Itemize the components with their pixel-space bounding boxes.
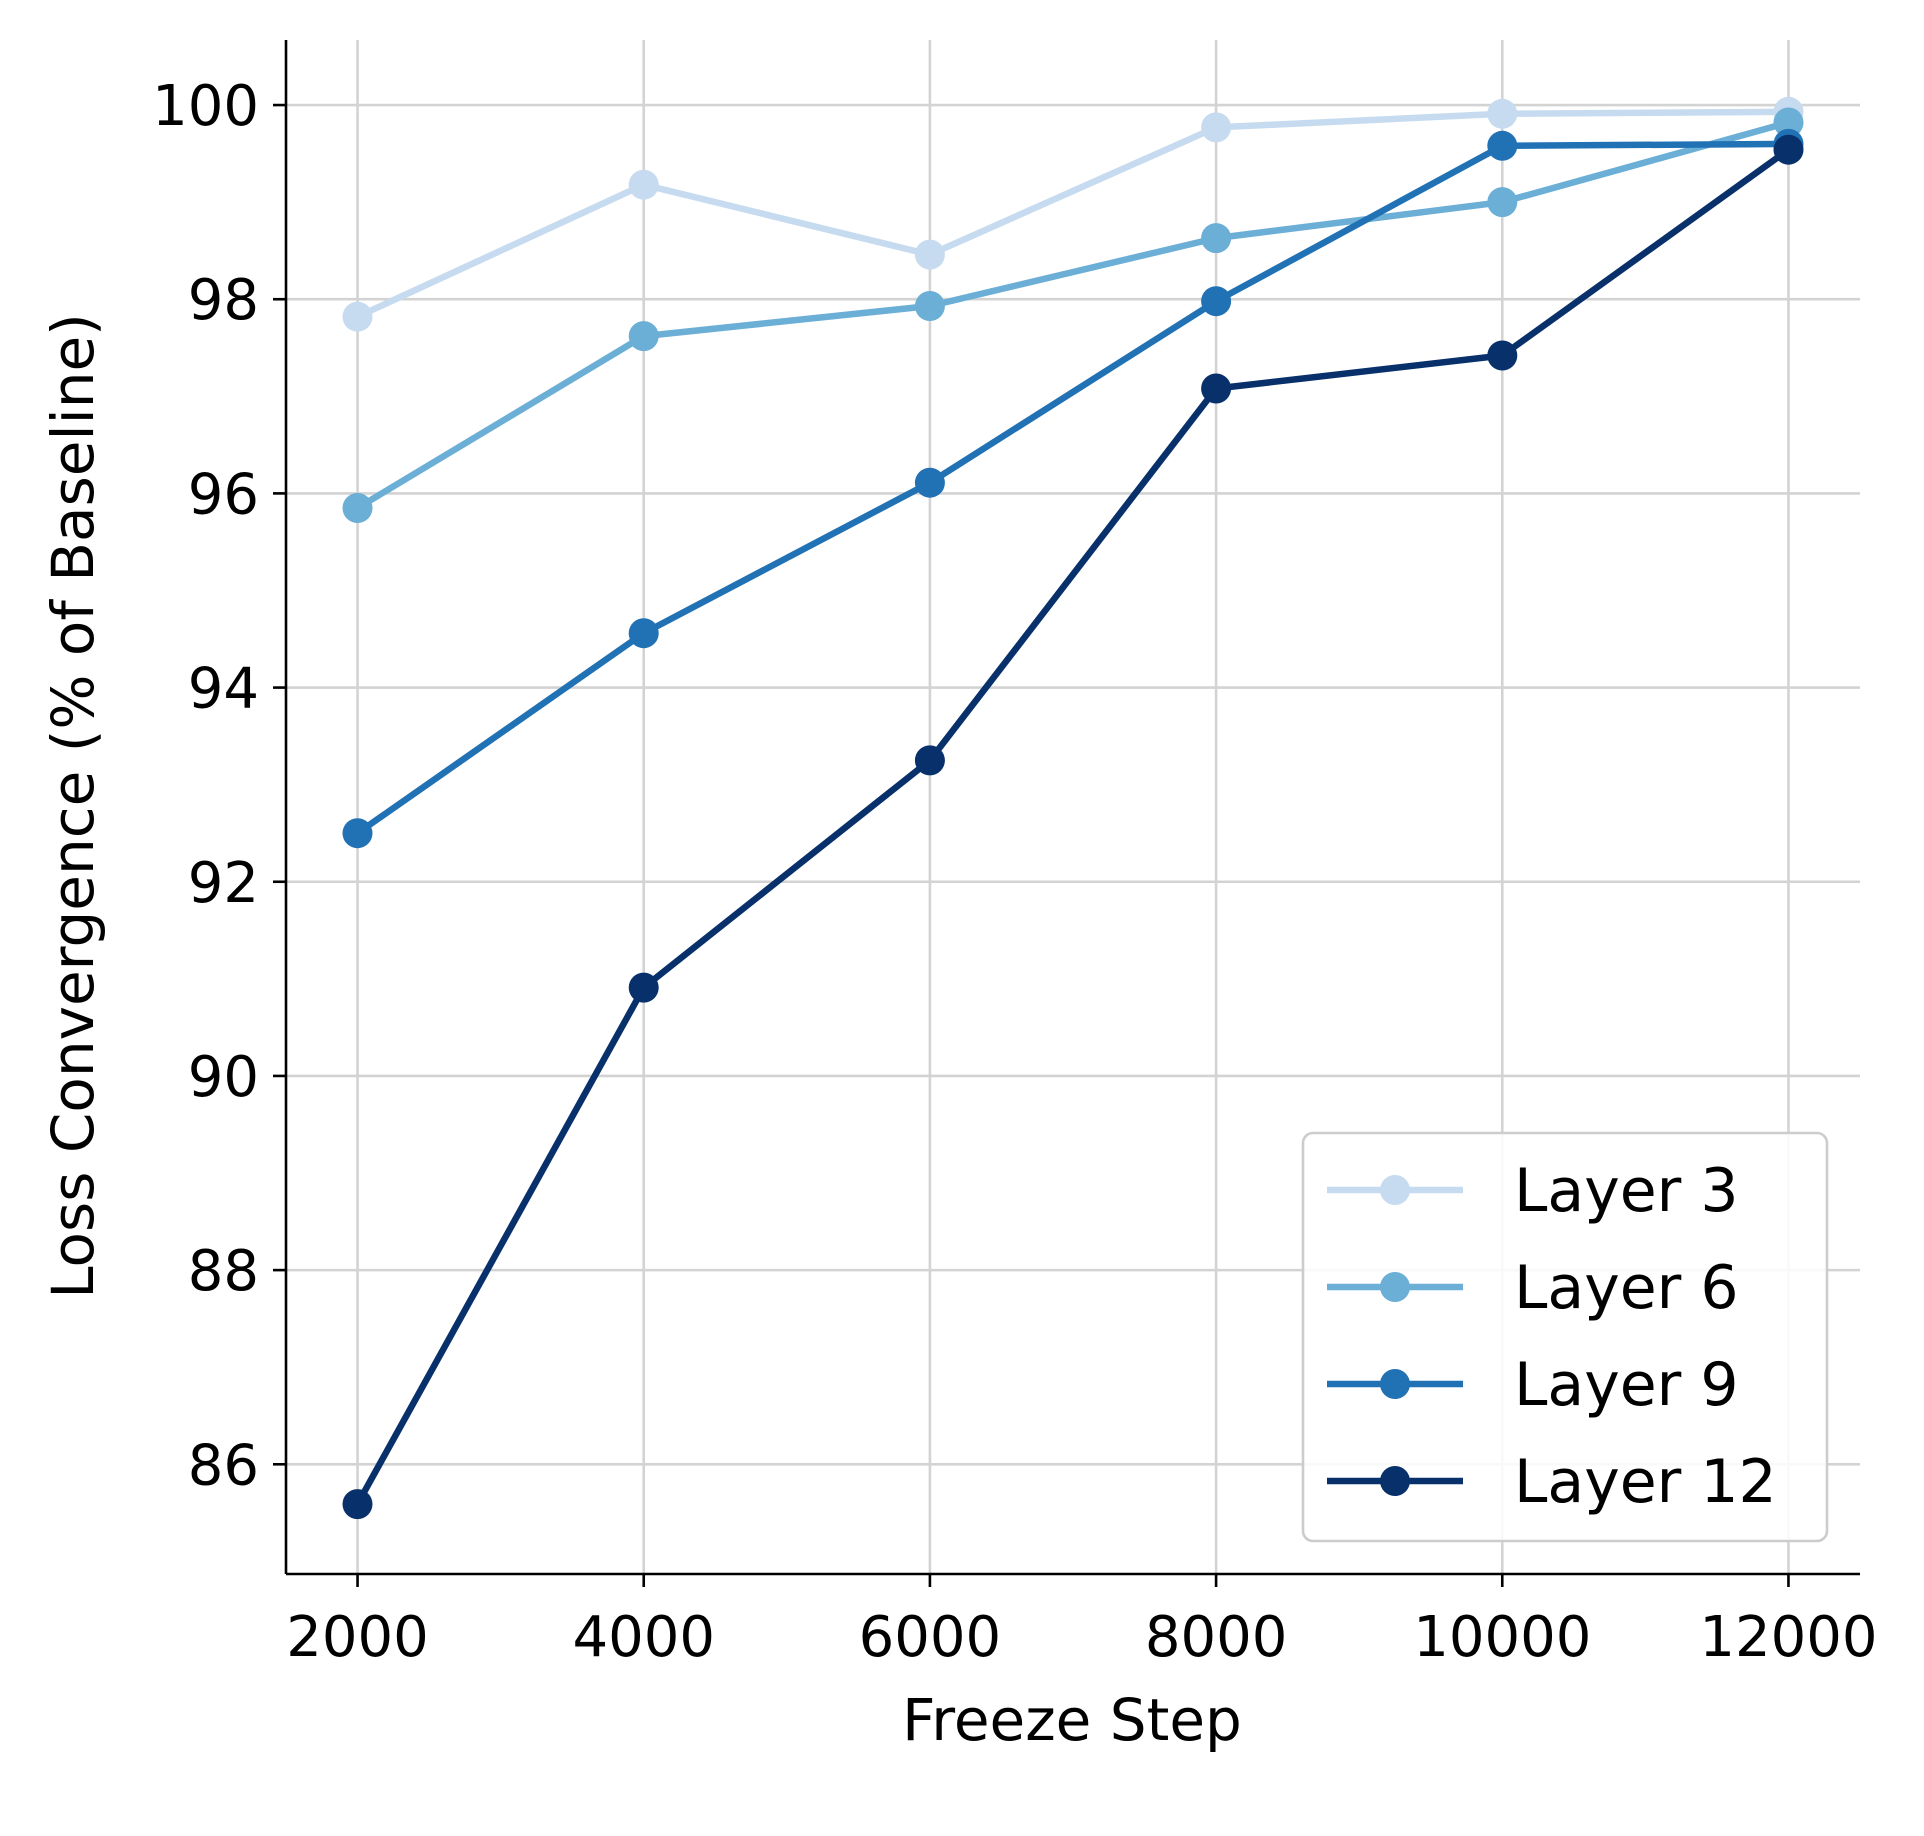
x-tick-label: 6000 bbox=[859, 1605, 1002, 1670]
legend: Layer 3 Layer 6 Layer 9 Layer 12 bbox=[1301, 1131, 1829, 1543]
data-point bbox=[342, 1489, 373, 1520]
data-point bbox=[1773, 134, 1804, 165]
legend-label-layer-2: Layer 6 bbox=[1514, 1253, 1739, 1323]
series-line-layer-2 bbox=[355, 119, 1790, 511]
x-axis-title: Freeze Step bbox=[902, 1686, 1242, 1754]
data-point bbox=[1773, 107, 1804, 138]
data-point bbox=[1201, 223, 1232, 254]
legend-marker bbox=[1380, 1466, 1410, 1496]
grid-lines bbox=[286, 40, 1860, 1574]
data-point bbox=[342, 493, 373, 523]
data-point bbox=[1487, 187, 1518, 218]
series-group bbox=[342, 96, 1804, 1520]
legend-label-layer-3: Layer 9 bbox=[1514, 1350, 1739, 1420]
data-point bbox=[628, 321, 659, 352]
legend-label-layer-1: Layer 3 bbox=[1514, 1156, 1739, 1226]
legend-marker bbox=[1380, 1272, 1410, 1302]
legend-marker bbox=[1380, 1369, 1410, 1399]
x-tick-label: 12000 bbox=[1699, 1605, 1877, 1670]
y-tick-label: 88 bbox=[188, 1239, 259, 1304]
y-tick-label: 90 bbox=[188, 1045, 259, 1110]
data-point bbox=[914, 745, 945, 776]
data-point bbox=[914, 239, 945, 270]
data-point bbox=[1201, 112, 1232, 143]
data-point bbox=[1487, 130, 1518, 161]
data-point bbox=[1201, 286, 1232, 317]
data-point bbox=[628, 972, 659, 1003]
data-point bbox=[628, 618, 659, 649]
y-tick-label: 86 bbox=[188, 1433, 259, 1498]
legend-label-layer-4: Layer 12 bbox=[1514, 1447, 1777, 1517]
y-tick-label: 100 bbox=[152, 74, 259, 139]
x-tick-label: 10000 bbox=[1413, 1605, 1591, 1670]
y-axis-title: Loss Convergence (% of Baseline) bbox=[39, 313, 107, 1299]
data-point bbox=[914, 467, 945, 498]
axes bbox=[273, 40, 1860, 1587]
data-point bbox=[1201, 373, 1232, 404]
data-point bbox=[342, 301, 373, 332]
data-point bbox=[914, 291, 945, 321]
x-tick-label: 4000 bbox=[572, 1605, 715, 1670]
x-tick-label: 2000 bbox=[286, 1605, 429, 1670]
x-tick-label: 8000 bbox=[1145, 1605, 1288, 1670]
tick-labels: 2000 4000 6000 8000 10000 12000 86 88 90 92 94 96 98… bbox=[152, 74, 1877, 1670]
legend-marker bbox=[1380, 1175, 1410, 1205]
y-tick-label: 96 bbox=[188, 462, 259, 527]
legend-box bbox=[1301, 1131, 1829, 1543]
series-line-layer-1 bbox=[356, 108, 1789, 320]
y-tick-label: 92 bbox=[188, 851, 259, 916]
data-point bbox=[1487, 340, 1518, 371]
data-point bbox=[628, 169, 659, 200]
data-point bbox=[342, 818, 373, 849]
series-line-layer-3 bbox=[355, 140, 1789, 836]
data-point bbox=[1487, 98, 1518, 129]
series-line-layer-4 bbox=[354, 147, 1791, 1506]
y-tick-label: 94 bbox=[188, 657, 259, 722]
y-tick-label: 98 bbox=[188, 268, 259, 333]
